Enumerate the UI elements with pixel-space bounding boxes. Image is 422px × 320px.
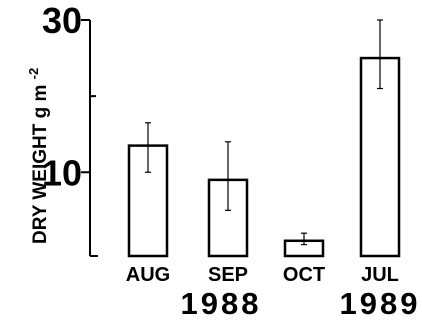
category-labels: AUG SEP OCT JUL [126,264,399,286]
error-bars [145,19,383,246]
year-labels: 1988 1989 [181,286,421,320]
y-axis-title: DRY WEIGHT g m -2 [26,68,51,244]
bars [127,56,401,258]
y-tick-label: 30 [42,0,82,41]
category-label-jul: JUL [361,264,399,286]
category-label-aug: AUG [126,264,170,286]
year-label-1988: 1988 [181,286,262,320]
category-label-oct: OCT [283,264,325,286]
year-label-1989: 1989 [340,286,421,320]
y-tick-label: 10 [42,152,82,193]
y-axis: 10 30 [42,0,98,257]
y-axis-title-superscript: -2 [26,68,41,80]
y-axis-title-text: DRY WEIGHT g m [30,85,51,244]
category-label-sep: SEP [208,264,248,286]
bar-jul [359,56,401,258]
